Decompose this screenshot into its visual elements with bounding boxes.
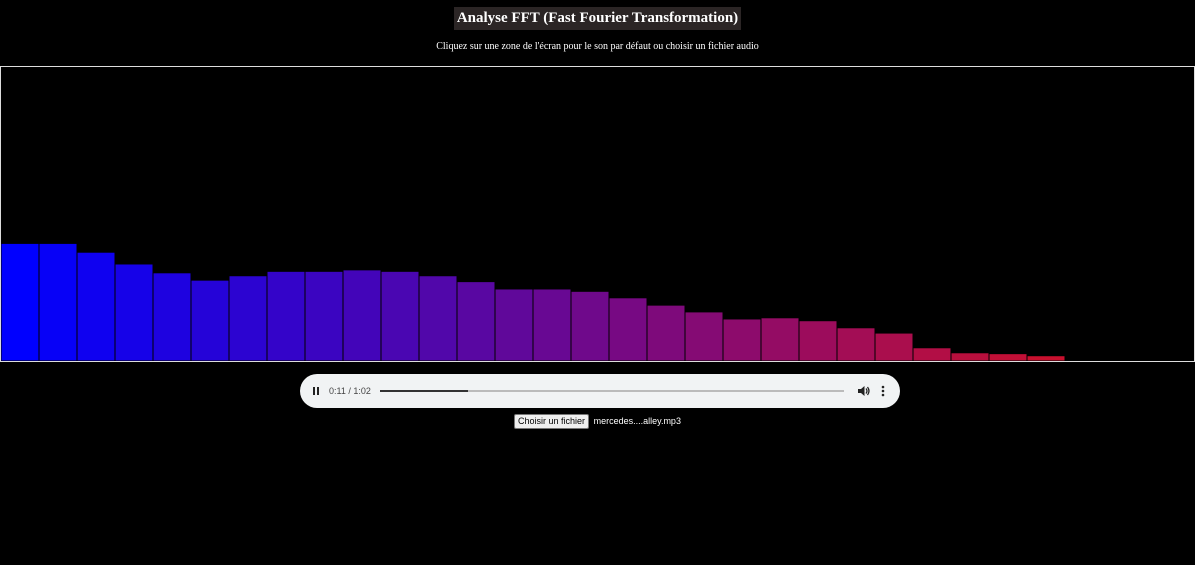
choose-file-button[interactable]: Choisir un fichier — [514, 414, 590, 429]
fft-bar — [1026, 355, 1066, 361]
fft-canvas[interactable] — [0, 66, 1195, 362]
fft-bar — [608, 297, 648, 361]
fft-bar — [874, 332, 914, 361]
seek-bar[interactable] — [380, 390, 844, 392]
fft-bar — [266, 270, 306, 361]
fft-bar — [1, 242, 40, 361]
fft-bar — [152, 272, 192, 361]
fft-bar — [912, 347, 952, 361]
file-input-row: Choisir un fichier mercedes....alley.mp3 — [0, 414, 1195, 429]
fft-bar — [228, 275, 268, 361]
fft-bar — [684, 311, 724, 361]
volume-icon[interactable] — [857, 384, 871, 398]
fft-bar — [646, 304, 686, 361]
pause-icon[interactable] — [311, 385, 321, 397]
page-title: Analyse FFT (Fast Fourier Transformation… — [453, 7, 742, 30]
fft-bar — [950, 352, 990, 361]
fft-bar — [760, 317, 800, 361]
fft-bar — [190, 279, 230, 361]
fft-bar — [418, 275, 458, 361]
fft-bar — [532, 288, 572, 361]
seek-progress — [380, 390, 469, 392]
fft-bar — [38, 242, 78, 361]
fft-bar — [798, 320, 838, 361]
fft-bar — [76, 251, 116, 361]
time-display: 0:11 / 1:02 — [329, 386, 371, 396]
fft-bar — [342, 269, 382, 361]
fft-bar — [114, 263, 154, 361]
fft-bar — [494, 288, 534, 361]
fft-bar — [380, 270, 420, 361]
title-wrapper: Analyse FFT (Fast Fourier Transformation… — [0, 7, 1195, 30]
fft-bar — [836, 327, 876, 361]
selected-file-name: mercedes....alley.mp3 — [593, 416, 681, 426]
fft-bar — [456, 281, 496, 361]
fft-bar — [304, 270, 344, 361]
fft-bar-chart — [1, 242, 1066, 361]
fft-bar — [570, 290, 610, 361]
audio-player[interactable]: 0:11 / 1:02 — [300, 374, 900, 408]
fft-bar — [988, 353, 1028, 361]
more-vert-icon[interactable] — [878, 384, 888, 398]
page-subtitle: Cliquez sur une zone de l'écran pour le … — [436, 41, 759, 52]
fft-bar — [722, 318, 762, 361]
